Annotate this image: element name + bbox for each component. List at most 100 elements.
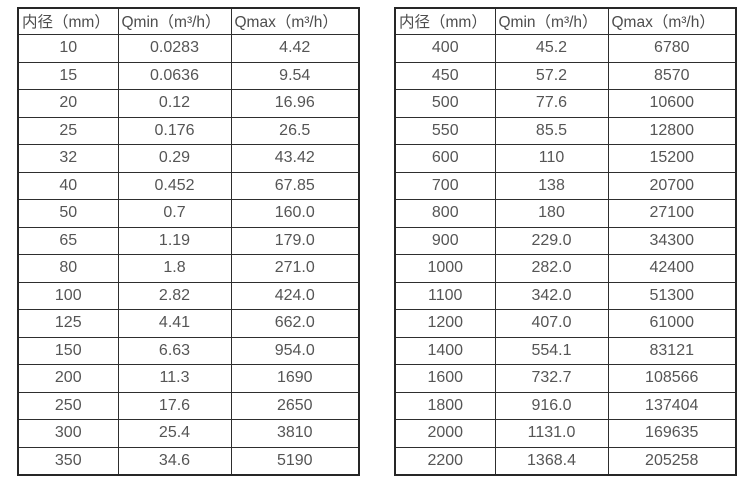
table-row: 100 2.82 424.0 <box>17 281 360 310</box>
table-row: 700 138 20700 <box>394 171 737 200</box>
cell-inner-diameter: 250 <box>17 391 119 420</box>
cell-qmin: 229.0 <box>494 226 609 255</box>
cell-qmin: 0.0283 <box>117 34 232 63</box>
table-row: 500 77.6 10600 <box>394 89 737 118</box>
cell-qmin: 282.0 <box>494 254 609 283</box>
cell-qmin: 407.0 <box>494 309 609 338</box>
cell-inner-diameter: 1400 <box>394 336 496 365</box>
cell-qmax: 61000 <box>607 309 737 338</box>
cell-inner-diameter: 2200 <box>394 446 496 476</box>
table-row: 250 17.6 2650 <box>17 391 360 420</box>
cell-qmin: 6.63 <box>117 336 232 365</box>
cell-qmin: 916.0 <box>494 391 609 420</box>
cell-qmax: 662.0 <box>230 309 360 338</box>
cell-qmin: 25.4 <box>117 419 232 448</box>
cell-inner-diameter: 32 <box>17 144 119 173</box>
cell-qmax: 15200 <box>607 144 737 173</box>
cell-inner-diameter: 80 <box>17 254 119 283</box>
table-row: 1000 282.0 42400 <box>394 254 737 283</box>
table-row: 10 0.0283 4.42 <box>17 34 360 63</box>
spec-table-small-diameters: 内径（mm） Qmin（m³/h） Qmax（m³/h） 10 0.0283 4.4… <box>17 7 360 476</box>
header-row: 内径（mm） Qmin（m³/h） Qmax（m³/h） <box>17 7 360 35</box>
table-row: 25 0.176 26.5 <box>17 116 360 145</box>
cell-inner-diameter: 550 <box>394 116 496 145</box>
cell-inner-diameter: 400 <box>394 34 496 63</box>
cell-qmax: 10600 <box>607 89 737 118</box>
cell-qmin: 554.1 <box>494 336 609 365</box>
cell-qmax: 954.0 <box>230 336 360 365</box>
cell-qmax: 27100 <box>607 199 737 228</box>
table-row: 32 0.29 43.42 <box>17 144 360 173</box>
cell-qmax: 160.0 <box>230 199 360 228</box>
table-row: 400 45.2 6780 <box>394 34 737 63</box>
table-row: 800 180 27100 <box>394 199 737 228</box>
cell-qmin: 1.19 <box>117 226 232 255</box>
cell-qmin: 34.6 <box>117 446 232 476</box>
cell-qmin: 1368.4 <box>494 446 609 476</box>
cell-qmax: 271.0 <box>230 254 360 283</box>
cell-qmax: 42400 <box>607 254 737 283</box>
cell-qmin: 77.6 <box>494 89 609 118</box>
header-row: 内径（mm） Qmin（m³/h） Qmax（m³/h） <box>394 7 737 35</box>
cell-inner-diameter: 15 <box>17 61 119 90</box>
cell-qmax: 43.42 <box>230 144 360 173</box>
cell-inner-diameter: 50 <box>17 199 119 228</box>
cell-inner-diameter: 200 <box>17 364 119 393</box>
table-row: 65 1.19 179.0 <box>17 226 360 255</box>
cell-inner-diameter: 300 <box>17 419 119 448</box>
table-row: 1400 554.1 83121 <box>394 336 737 365</box>
cell-inner-diameter: 600 <box>394 144 496 173</box>
cell-qmax: 8570 <box>607 61 737 90</box>
cell-qmax: 6780 <box>607 34 737 63</box>
col-header-inner-diameter: 内径（mm） <box>17 7 119 35</box>
cell-inner-diameter: 20 <box>17 89 119 118</box>
table-row: 2000 1131.0 169635 <box>394 419 737 448</box>
cell-qmax: 67.85 <box>230 171 360 200</box>
cell-qmin: 1.8 <box>117 254 232 283</box>
table-body: 10 0.0283 4.42 15 0.0636 9.54 20 0.12 16.96 25 0.1… <box>17 34 360 476</box>
table-row: 80 1.8 271.0 <box>17 254 360 283</box>
table-row: 1600 732.7 108566 <box>394 364 737 393</box>
cell-inner-diameter: 900 <box>394 226 496 255</box>
cell-qmin: 0.176 <box>117 116 232 145</box>
cell-inner-diameter: 40 <box>17 171 119 200</box>
cell-qmin: 17.6 <box>117 391 232 420</box>
table-row: 900 229.0 34300 <box>394 226 737 255</box>
cell-qmax: 137404 <box>607 391 737 420</box>
cell-qmax: 169635 <box>607 419 737 448</box>
table-row: 600 110 15200 <box>394 144 737 173</box>
table-row: 50 0.7 160.0 <box>17 199 360 228</box>
cell-qmin: 732.7 <box>494 364 609 393</box>
cell-inner-diameter: 125 <box>17 309 119 338</box>
table-row: 450 57.2 8570 <box>394 61 737 90</box>
cell-qmax: 108566 <box>607 364 737 393</box>
cell-qmax: 424.0 <box>230 281 360 310</box>
cell-qmax: 4.42 <box>230 34 360 63</box>
spec-table-large-diameters: 内径（mm） Qmin（m³/h） Qmax（m³/h） 400 45.2 6780… <box>394 7 737 476</box>
col-header-qmax: Qmax（m³/h） <box>607 7 737 35</box>
table-row: 125 4.41 662.0 <box>17 309 360 338</box>
cell-qmax: 179.0 <box>230 226 360 255</box>
table-body: 400 45.2 6780 450 57.2 8570 500 77.6 10600 550 85.… <box>394 34 737 476</box>
table-row: 40 0.452 67.85 <box>17 171 360 200</box>
cell-qmax: 9.54 <box>230 61 360 90</box>
cell-inner-diameter: 100 <box>17 281 119 310</box>
table-row: 350 34.6 5190 <box>17 446 360 476</box>
cell-inner-diameter: 1100 <box>394 281 496 310</box>
cell-qmin: 0.29 <box>117 144 232 173</box>
table-row: 150 6.63 954.0 <box>17 336 360 365</box>
table-row: 2200 1368.4 205258 <box>394 446 737 476</box>
cell-qmin: 11.3 <box>117 364 232 393</box>
table-row: 550 85.5 12800 <box>394 116 737 145</box>
col-header-qmin: Qmin（m³/h） <box>117 7 232 35</box>
cell-inner-diameter: 150 <box>17 336 119 365</box>
cell-inner-diameter: 10 <box>17 34 119 63</box>
table-row: 1200 407.0 61000 <box>394 309 737 338</box>
table-row: 300 25.4 3810 <box>17 419 360 448</box>
cell-qmin: 342.0 <box>494 281 609 310</box>
table-row: 15 0.0636 9.54 <box>17 61 360 90</box>
cell-qmin: 180 <box>494 199 609 228</box>
cell-qmin: 45.2 <box>494 34 609 63</box>
cell-qmin: 2.82 <box>117 281 232 310</box>
cell-qmax: 12800 <box>607 116 737 145</box>
